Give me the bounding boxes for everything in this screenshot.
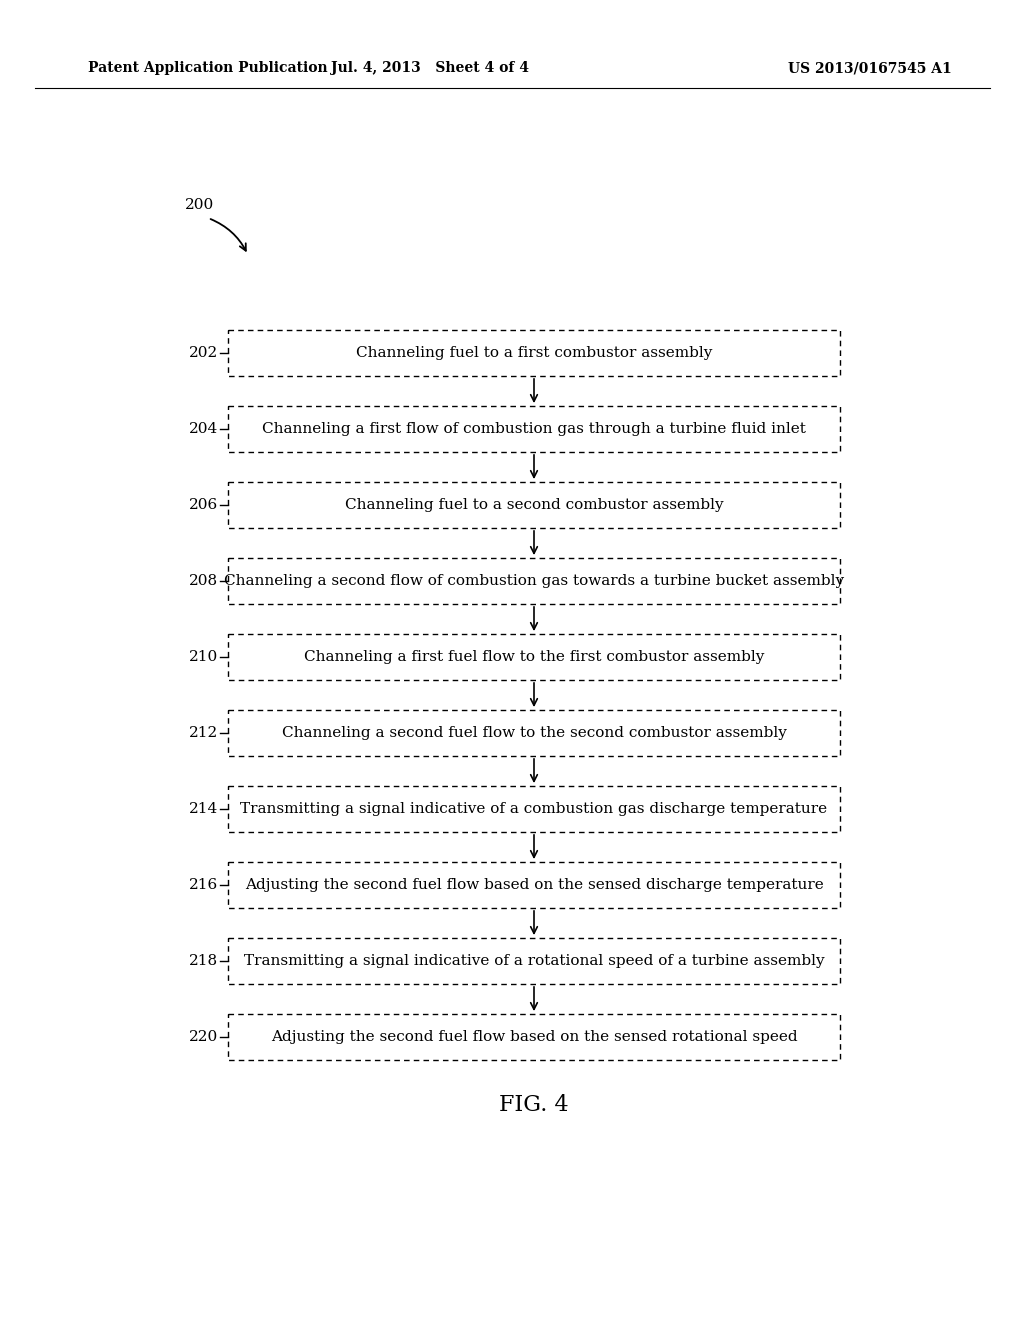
Text: 214: 214 [188, 803, 218, 816]
Text: Channeling a first flow of combustion gas through a turbine fluid inlet: Channeling a first flow of combustion ga… [262, 422, 806, 436]
Bar [228, 862, 840, 908]
Bar [228, 634, 840, 680]
Text: 216: 216 [188, 878, 218, 892]
Text: Channeling a second flow of combustion gas towards a turbine bucket assembly: Channeling a second flow of combustion g… [224, 574, 844, 587]
Text: Transmitting a signal indicative of a combustion gas discharge temperature: Transmitting a signal indicative of a co… [241, 803, 827, 816]
Text: Channeling a second fuel flow to the second combustor assembly: Channeling a second fuel flow to the sec… [282, 726, 786, 741]
Text: 200: 200 [185, 198, 214, 213]
Text: US 2013/0167545 A1: US 2013/0167545 A1 [788, 61, 952, 75]
Text: 218: 218 [188, 954, 218, 968]
Bar [228, 482, 840, 528]
Text: Patent Application Publication: Patent Application Publication [88, 61, 328, 75]
Bar [228, 1014, 840, 1060]
Text: Adjusting the second fuel flow based on the sensed rotational speed: Adjusting the second fuel flow based on … [270, 1030, 798, 1044]
Bar [228, 785, 840, 832]
Text: Transmitting a signal indicative of a rotational speed of a turbine assembly: Transmitting a signal indicative of a ro… [244, 954, 824, 968]
Bar [228, 407, 840, 451]
Text: Jul. 4, 2013   Sheet 4 of 4: Jul. 4, 2013 Sheet 4 of 4 [331, 61, 529, 75]
Bar [228, 939, 840, 983]
Text: 208: 208 [188, 574, 218, 587]
Text: Adjusting the second fuel flow based on the sensed discharge temperature: Adjusting the second fuel flow based on … [245, 878, 823, 892]
Text: Channeling fuel to a first combustor assembly: Channeling fuel to a first combustor ass… [355, 346, 712, 360]
Bar [228, 330, 840, 376]
Text: 202: 202 [188, 346, 218, 360]
Text: 210: 210 [188, 649, 218, 664]
Text: 206: 206 [188, 498, 218, 512]
Bar [228, 710, 840, 756]
Bar [228, 558, 840, 605]
Text: FIG. 4: FIG. 4 [499, 1094, 568, 1115]
Text: Channeling a first fuel flow to the first combustor assembly: Channeling a first fuel flow to the firs… [304, 649, 764, 664]
Text: Channeling fuel to a second combustor assembly: Channeling fuel to a second combustor as… [345, 498, 723, 512]
Text: 204: 204 [188, 422, 218, 436]
Text: 212: 212 [188, 726, 218, 741]
Text: 220: 220 [188, 1030, 218, 1044]
